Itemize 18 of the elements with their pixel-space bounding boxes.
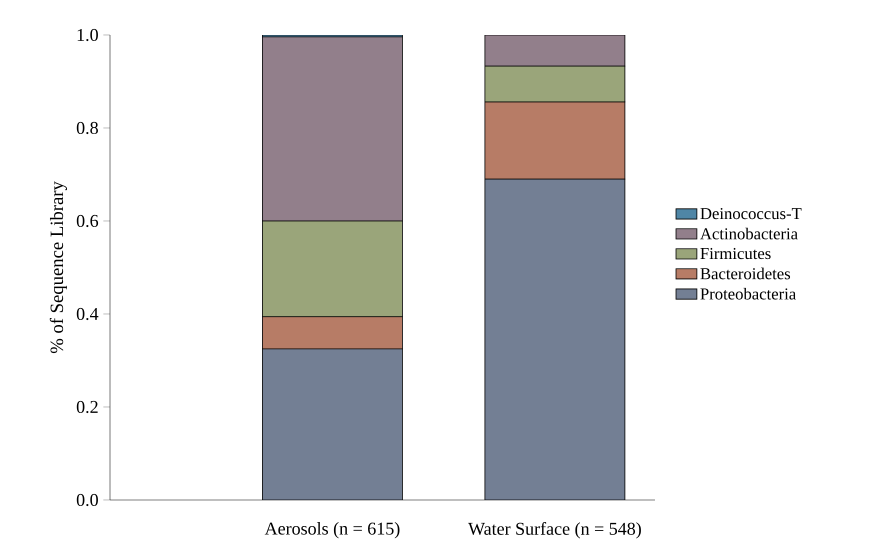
y-tick-label: 0.8	[76, 122, 98, 134]
bar	[262, 36, 403, 222]
x-tick-label: Water Surface (n = 548)	[468, 522, 641, 539]
y-tick-label: 0.2	[76, 400, 98, 414]
x-tick-label: Aerosols (n = 615)	[264, 522, 400, 538]
bar	[484, 178, 626, 500]
legend-label: Proteobacteria	[700, 288, 796, 300]
y-tick-label: 0.4	[76, 308, 98, 320]
bar	[484, 34, 626, 67]
legend-label: Deinococcus-T	[700, 208, 802, 220]
y-axis-title: % of Sequence Library	[50, 181, 67, 354]
y-tick-label: 0.6	[76, 214, 98, 228]
y-tick-label: 1.0	[78, 28, 98, 42]
bar	[262, 348, 403, 500]
legend-label: Actinobacteria	[700, 228, 798, 240]
y-tick-label: 0.0	[76, 494, 98, 506]
legend-label: Firmicutes	[700, 248, 771, 260]
legend-label: Bacteroidetes	[700, 268, 790, 280]
